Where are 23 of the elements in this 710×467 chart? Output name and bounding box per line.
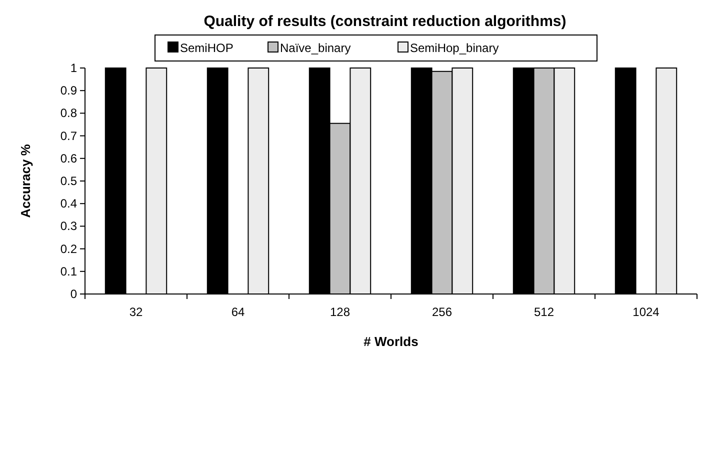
legend-label: Naïve_binary (280, 41, 351, 55)
chart-title: Quality of results (constraint reduction algorithms) (204, 13, 566, 30)
y-axis-title: Accuracy % (18, 144, 33, 218)
y-tick-label: 0.3 (60, 219, 78, 234)
x-tick-label: 256 (432, 305, 452, 319)
y-tick-label: 0.9 (60, 84, 78, 98)
y-tick-label: 0.8 (60, 106, 78, 120)
y-tick-label: 0.5 (60, 174, 78, 188)
y-tick-label: 1 (70, 61, 78, 75)
y-tick-label: 0.6 (60, 151, 78, 166)
x-tick-label: 512 (534, 305, 554, 319)
x-tick-label: 32 (129, 305, 143, 319)
legend-label: SemiHOP (180, 41, 234, 55)
y-tick-label: 0.2 (60, 242, 78, 256)
y-tick-label: 0.7 (60, 128, 78, 143)
x-axis-title: # Worlds (364, 334, 418, 349)
y-tick-label: 0.1 (60, 264, 78, 278)
x-tick-label: 128 (330, 305, 350, 319)
legend-label: SemiHop_binary (410, 41, 499, 55)
x-tick-label: 1024 (632, 305, 660, 319)
y-tick-label: 0.4 (60, 196, 78, 211)
x-tick-label: 64 (231, 305, 245, 319)
y-tick-label: 0 (70, 287, 78, 301)
